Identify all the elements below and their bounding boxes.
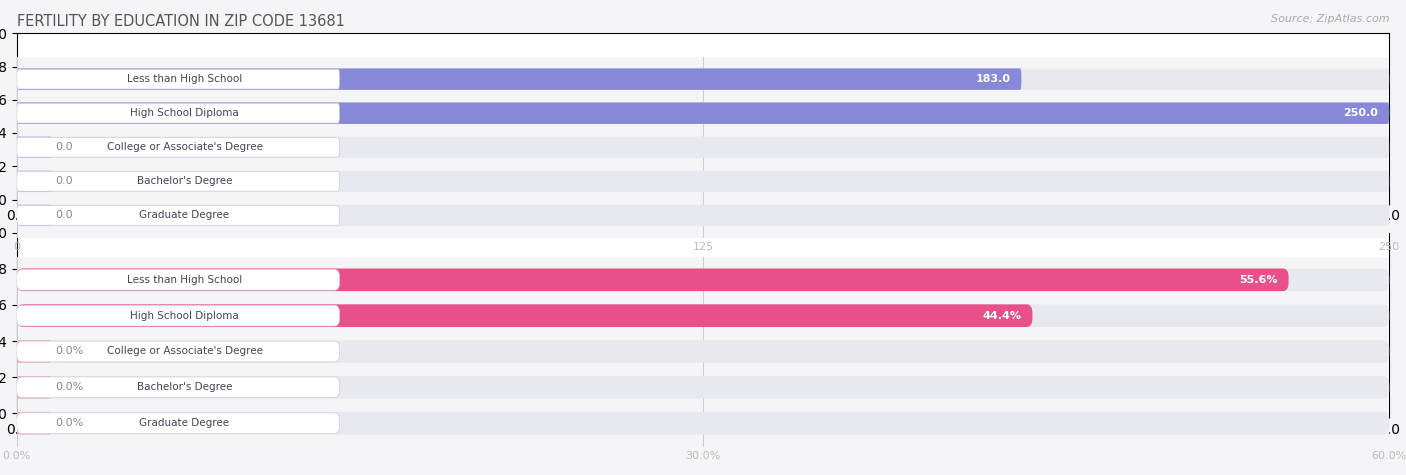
FancyBboxPatch shape [17,205,1389,226]
Text: College or Associate's Degree: College or Associate's Degree [107,346,263,357]
FancyBboxPatch shape [17,304,1032,327]
FancyBboxPatch shape [17,205,51,226]
Text: 44.4%: 44.4% [983,311,1021,321]
FancyBboxPatch shape [17,136,51,158]
Text: Less than High School: Less than High School [127,275,242,285]
Text: Bachelor's Degree: Bachelor's Degree [136,382,232,392]
FancyBboxPatch shape [17,171,339,191]
Text: 0.0: 0.0 [55,210,73,220]
Text: 0.0: 0.0 [55,142,73,152]
FancyBboxPatch shape [17,68,1389,90]
FancyBboxPatch shape [17,268,1389,291]
FancyBboxPatch shape [17,206,339,225]
FancyBboxPatch shape [17,68,1021,90]
Text: College or Associate's Degree: College or Associate's Degree [107,142,263,152]
Text: Graduate Degree: Graduate Degree [139,210,229,220]
Text: Graduate Degree: Graduate Degree [139,418,229,428]
FancyBboxPatch shape [17,340,1389,363]
Text: 0.0%: 0.0% [55,382,83,392]
FancyBboxPatch shape [17,104,339,123]
FancyBboxPatch shape [17,304,1389,327]
FancyBboxPatch shape [17,413,340,434]
FancyBboxPatch shape [17,171,1389,192]
FancyBboxPatch shape [17,412,1389,435]
FancyBboxPatch shape [17,136,1389,158]
Text: 0.0: 0.0 [55,176,73,186]
Text: FERTILITY BY EDUCATION IN ZIP CODE 13681: FERTILITY BY EDUCATION IN ZIP CODE 13681 [17,14,344,29]
FancyBboxPatch shape [17,103,1389,124]
FancyBboxPatch shape [17,376,51,399]
FancyBboxPatch shape [17,305,340,326]
Text: 183.0: 183.0 [976,74,1011,84]
Text: 250.0: 250.0 [1343,108,1378,118]
FancyBboxPatch shape [17,377,340,398]
FancyBboxPatch shape [17,340,51,363]
FancyBboxPatch shape [17,137,339,157]
FancyBboxPatch shape [17,412,51,435]
Text: 55.6%: 55.6% [1239,275,1278,285]
FancyBboxPatch shape [17,268,1289,291]
Text: Bachelor's Degree: Bachelor's Degree [136,176,232,186]
Text: Less than High School: Less than High School [127,74,242,84]
Text: High School Diploma: High School Diploma [131,311,239,321]
FancyBboxPatch shape [17,69,339,89]
Text: 0.0%: 0.0% [55,346,83,357]
Text: Source: ZipAtlas.com: Source: ZipAtlas.com [1271,14,1389,24]
FancyBboxPatch shape [17,103,1389,124]
FancyBboxPatch shape [17,269,340,290]
FancyBboxPatch shape [17,376,1389,399]
Text: 0.0%: 0.0% [55,418,83,428]
FancyBboxPatch shape [17,341,340,362]
FancyBboxPatch shape [17,171,51,192]
Text: High School Diploma: High School Diploma [131,108,239,118]
